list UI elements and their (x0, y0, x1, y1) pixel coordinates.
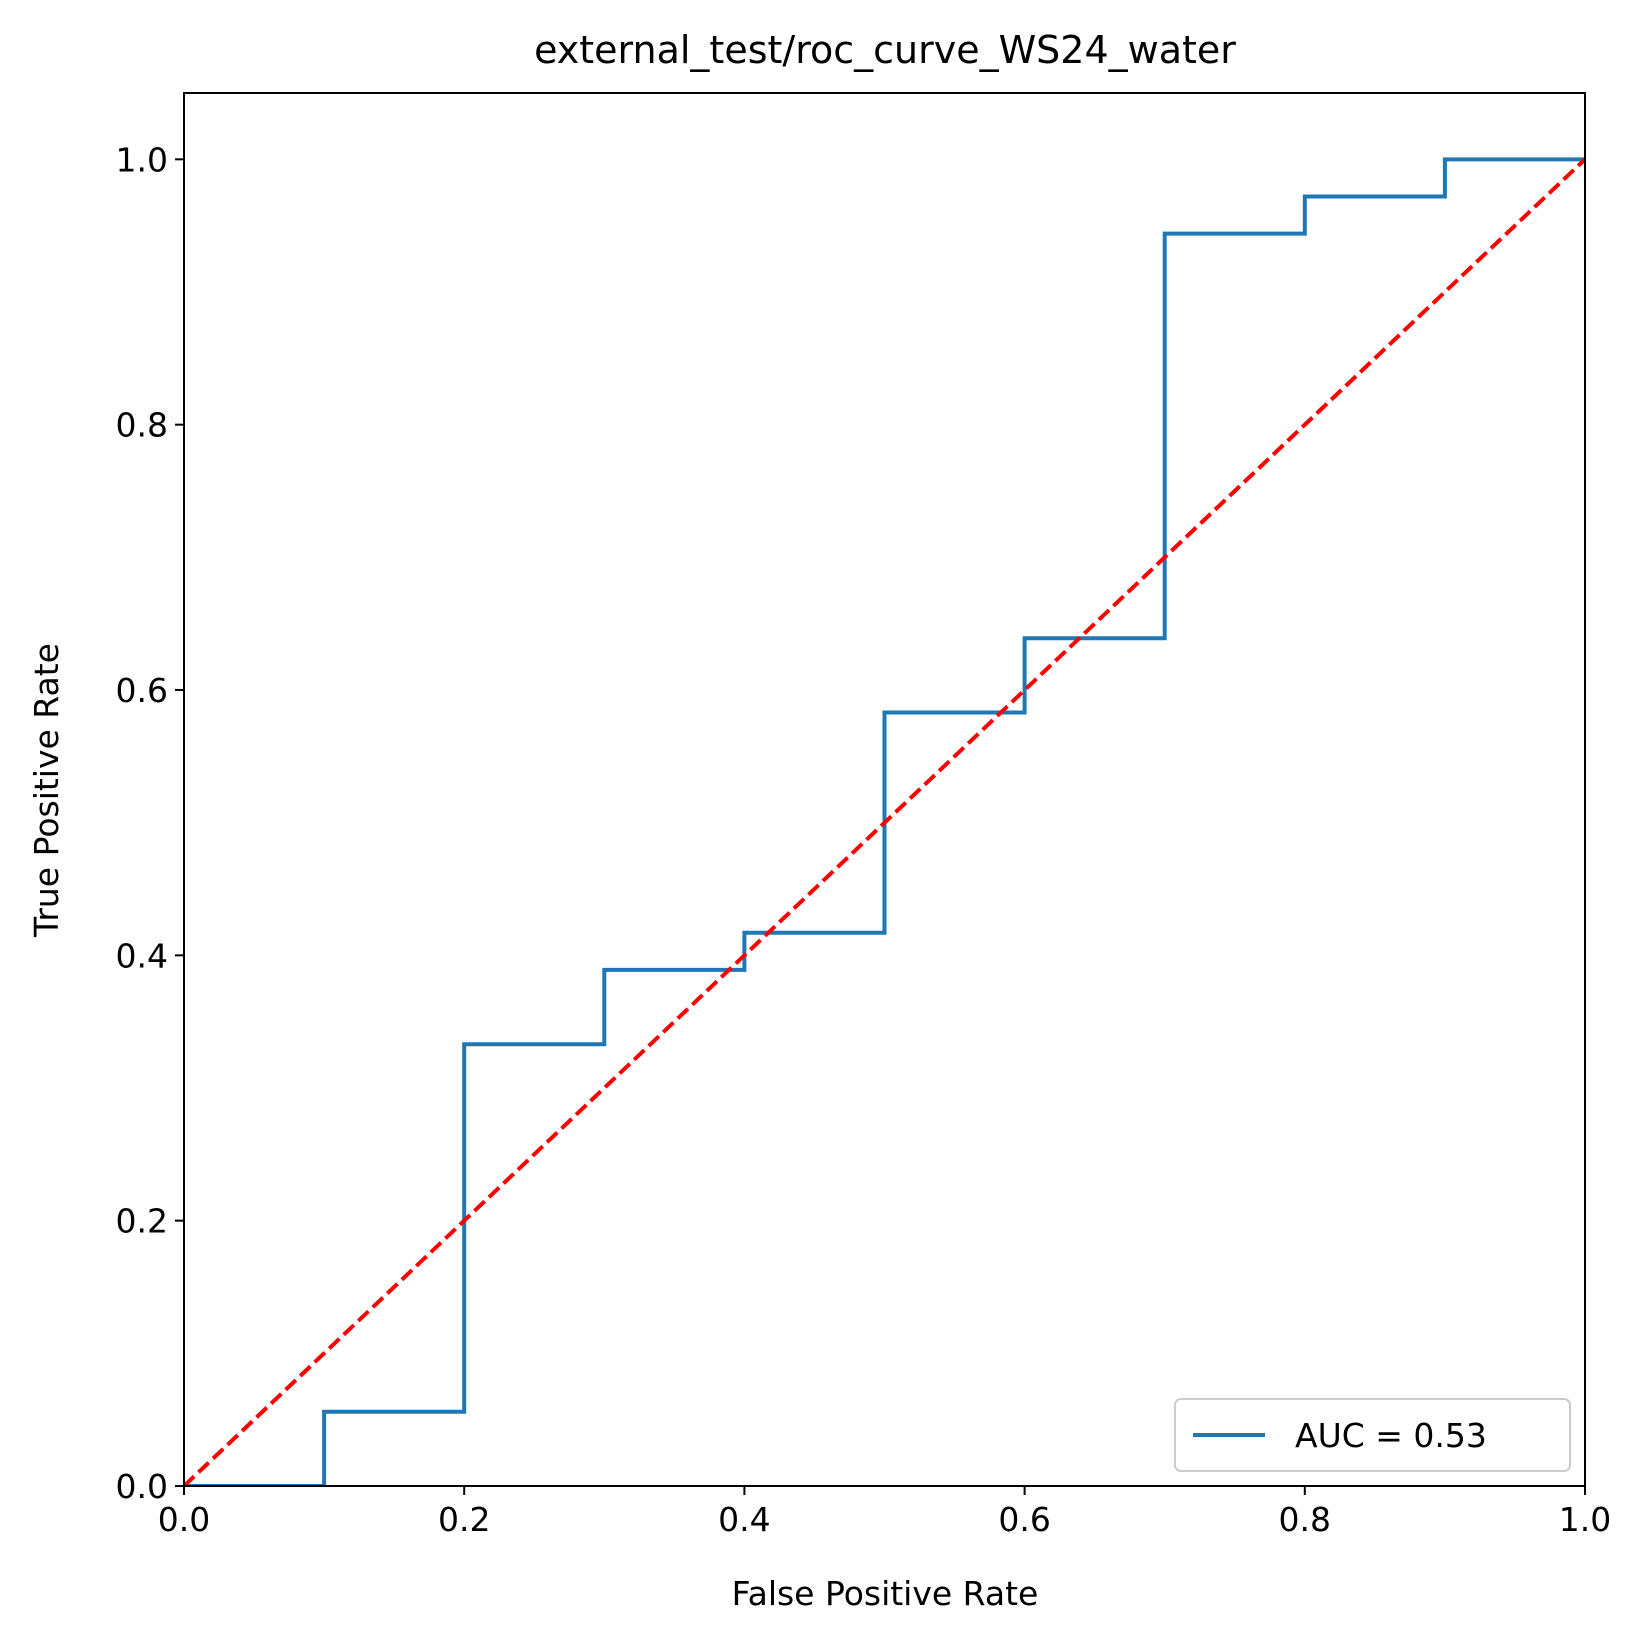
y-tick-label: 0.2 (116, 1202, 168, 1241)
y-tick-label: 1.0 (116, 140, 168, 179)
x-tick-label: 1.0 (1559, 1500, 1611, 1539)
axes-frame (183, 92, 1586, 1487)
legend-box (1174, 1398, 1571, 1472)
y-tick-label: 0.0 (116, 1467, 168, 1506)
x-tick-label: 0.2 (438, 1500, 490, 1539)
x-tick-label: 0.8 (1279, 1500, 1331, 1539)
chance-diagonal-line (184, 157, 1585, 1486)
y-tick-label: 0.8 (116, 406, 168, 445)
x-tick-label: 0.4 (718, 1500, 770, 1539)
x-axis-label: False Positive Rate (732, 1574, 1039, 1613)
x-tick-label: 0.6 (998, 1500, 1050, 1539)
chart-title: external_test/roc_curve_WS24_water (534, 28, 1236, 72)
plot-area: 0.0 0.2 0.4 0.6 0.8 1.0 0.0 0.2 0.4 0.6 0.8 1.0 AUC … (116, 92, 1611, 1539)
x-tick-label: 0.0 (158, 1500, 210, 1539)
y-tick-label: 0.4 (116, 936, 168, 975)
y-axis-label: True Positive Rate (27, 643, 66, 938)
y-tick-label: 0.6 (116, 671, 168, 710)
legend-label: AUC = 0.53 (1295, 1416, 1487, 1455)
